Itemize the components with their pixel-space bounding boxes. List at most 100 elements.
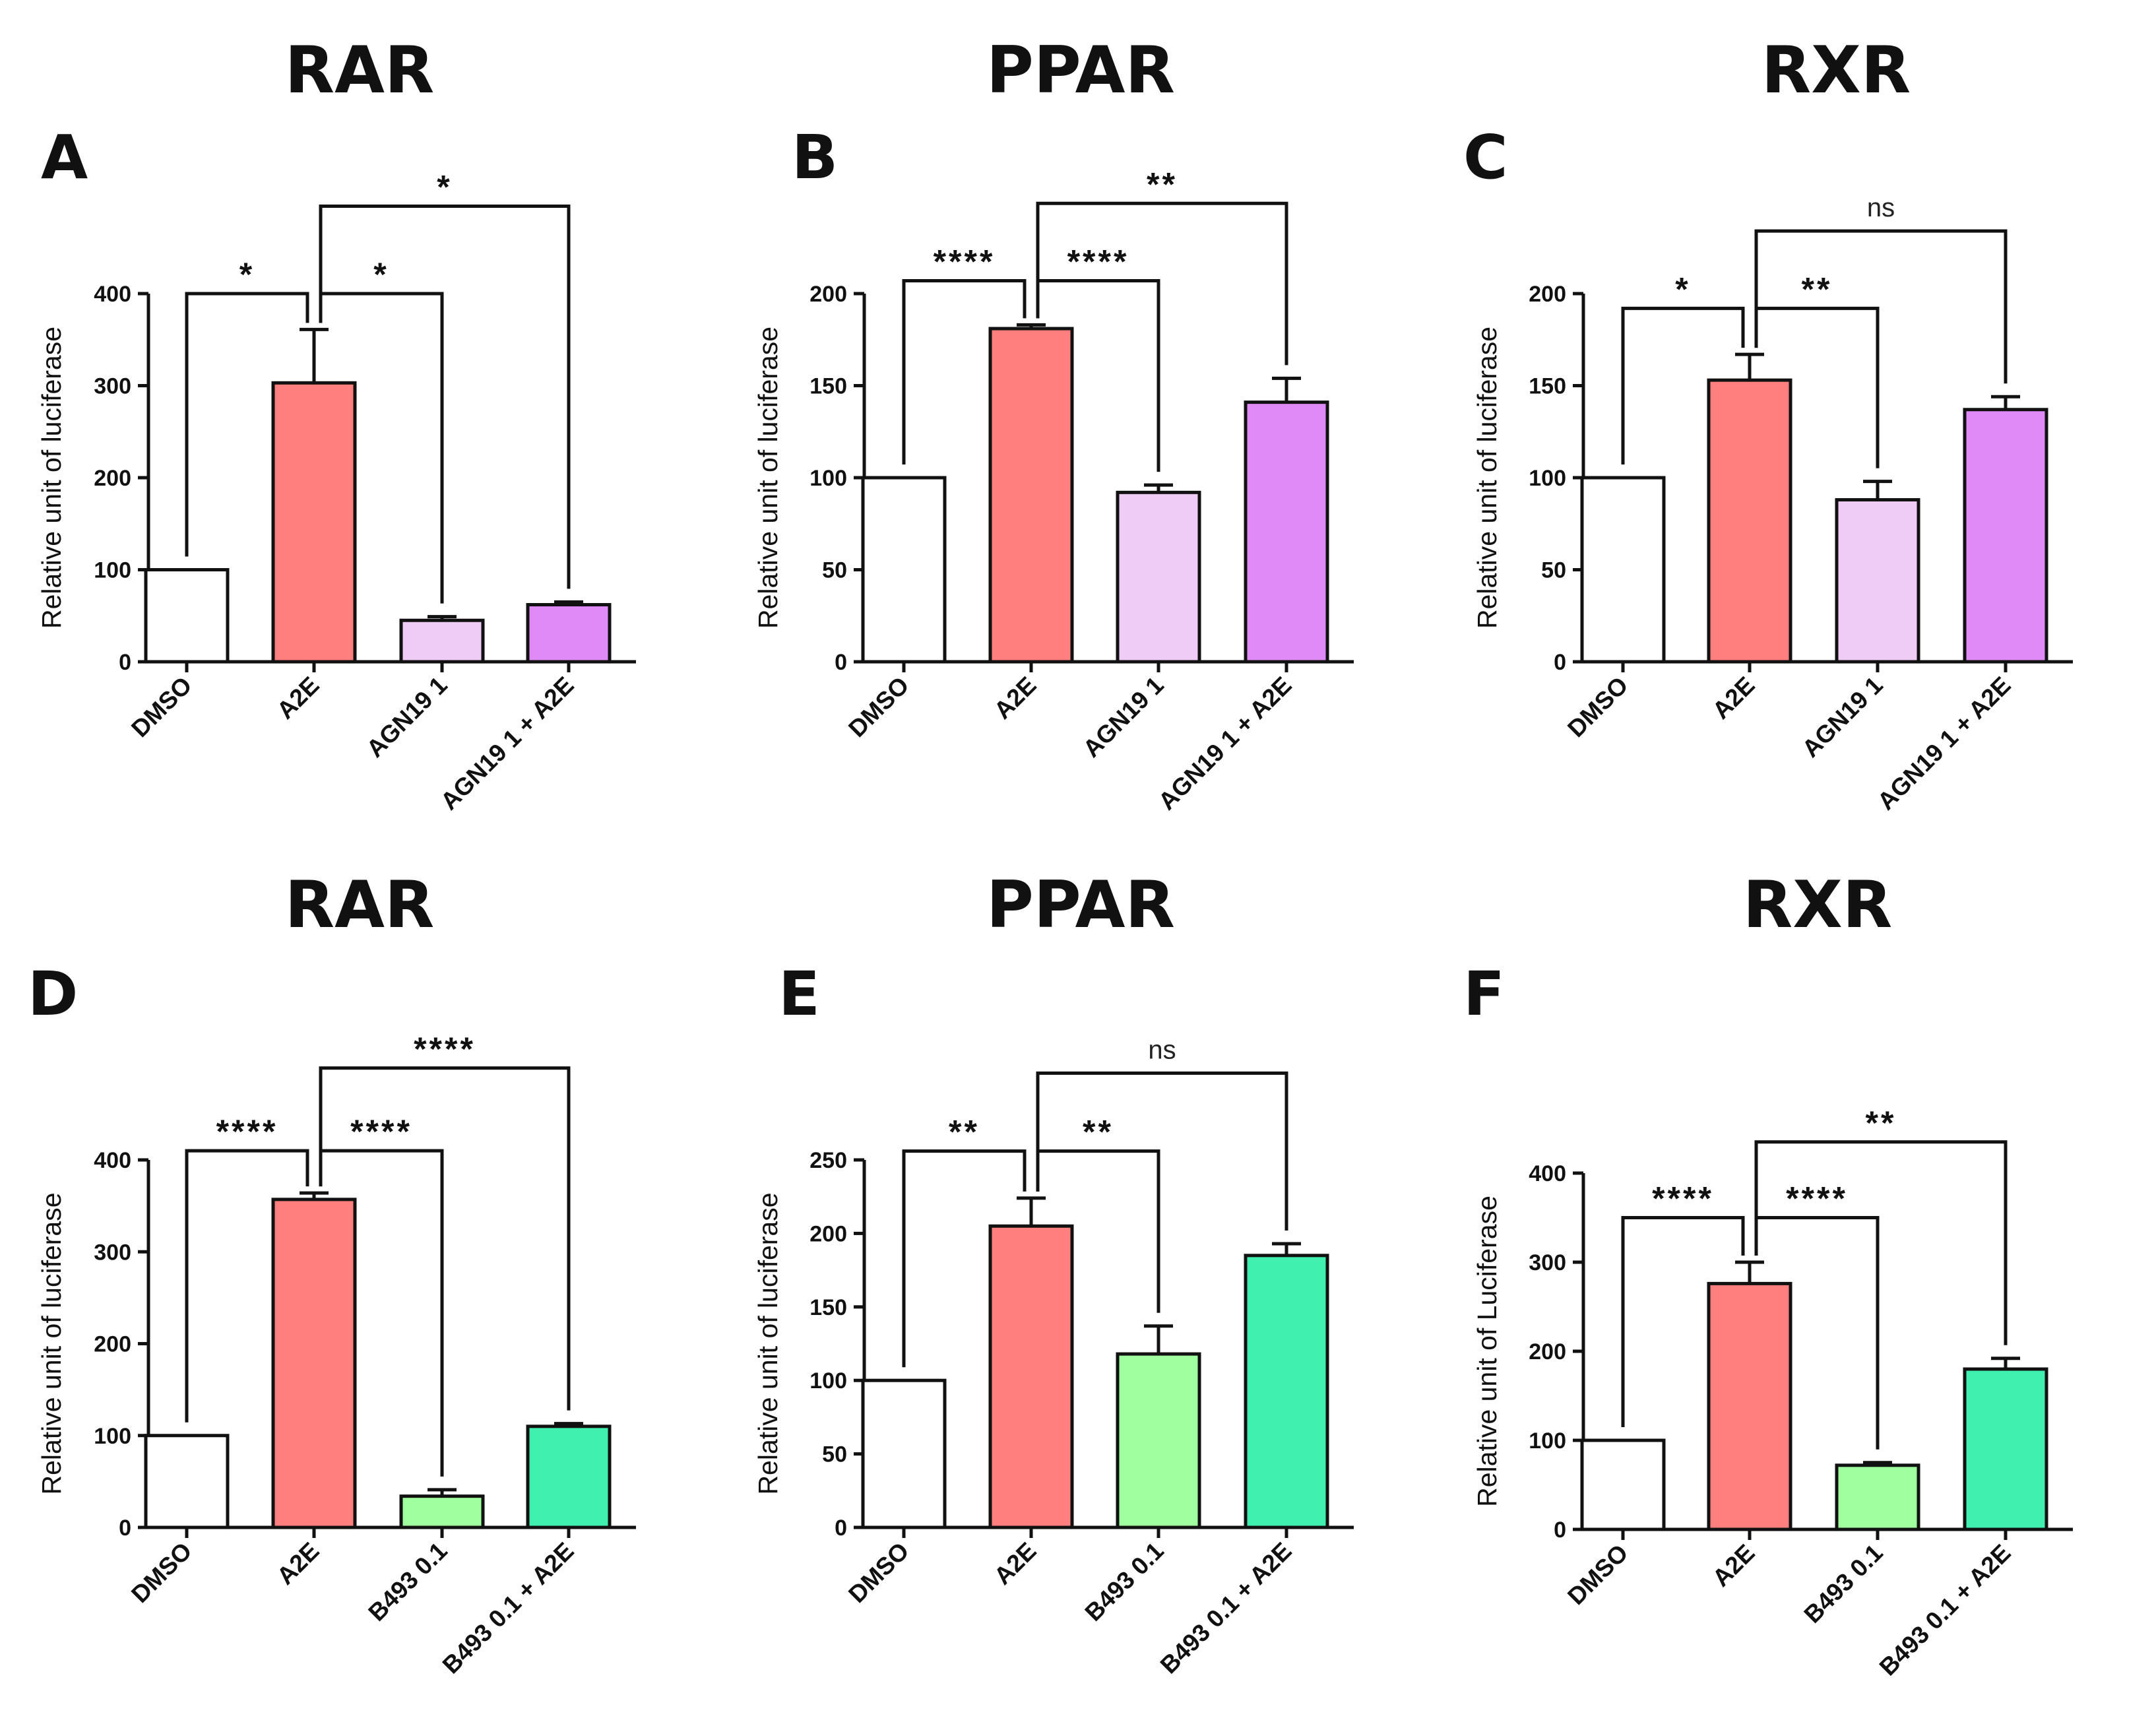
y-axis-label: Relative unit of luciferase [1472, 327, 1502, 629]
bar-agn19-1 [399, 618, 485, 664]
x-tick-label: A2E [1707, 672, 1760, 724]
y-tick-label: 400 [1529, 1161, 1566, 1186]
significance-label: ** [1147, 166, 1178, 203]
x-tick-label: AGN19 1 [362, 672, 453, 763]
x-tick-label: DMSO [1562, 1539, 1633, 1610]
significance-bracket [185, 1149, 309, 1423]
x-tick-label: DMSO [843, 672, 914, 742]
significance-bracket [1036, 201, 1288, 366]
y-tick-label: 100 [1529, 466, 1566, 491]
y-tick-label: 0 [835, 650, 847, 675]
bar-agn19-1-a2e [1963, 408, 2048, 664]
y-axis-label: Relative unit of Luciferase [1472, 1196, 1502, 1507]
panel-title: PPAR [986, 33, 1175, 108]
y-axis-label: Relative unit of luciferase [36, 1192, 67, 1494]
significance-label: ** [949, 1114, 980, 1151]
bar-a2e [988, 1224, 1074, 1529]
significance-label: **** [216, 1113, 278, 1150]
significance-bracket [1621, 1216, 1745, 1427]
y-tick-label: 100 [94, 558, 131, 583]
bar-b493-0-1 [1835, 1463, 1920, 1531]
bar-a2e [1707, 1281, 1792, 1531]
panel-b: PPAR B Relative unit of luciferase 0 50 100 15… [753, 33, 1354, 815]
y-tick-label: 50 [1541, 558, 1566, 583]
bar-dmso [1580, 476, 1666, 664]
bar-b493-0-1-a2e [1963, 1367, 2048, 1531]
panel-a: RAR A Relative unit of luciferase 0 100 200 30… [36, 33, 636, 815]
significance-label: ns [1148, 1036, 1176, 1065]
bar-agn19-1-a2e [1244, 400, 1329, 664]
significance-bracket [1036, 1072, 1288, 1231]
x-tick-label: B493 0.1 + A2E [437, 1537, 579, 1679]
panel-f: RXR F Relative unit of Luciferase 0 100 200 30… [1463, 868, 2073, 1681]
y-tick-label: 100 [809, 466, 847, 491]
y-tick-label: 200 [1529, 1339, 1566, 1364]
significance-label: ns [1867, 193, 1895, 222]
y-tick-label: 200 [94, 1332, 131, 1357]
y-tick-label: 0 [835, 1516, 847, 1541]
bar-dmso [144, 568, 230, 664]
y-tick-label: 400 [94, 282, 131, 307]
x-tick-label: DMSO [843, 1537, 914, 1608]
significance-label: * [437, 168, 452, 205]
bar-dmso [861, 1378, 947, 1529]
y-axis-label: Relative unit of luciferase [753, 327, 783, 629]
x-tick-label: B493 0.1 [1798, 1539, 1887, 1628]
bar-a2e [988, 327, 1074, 664]
bar-a2e [1707, 378, 1792, 664]
significance-label: **** [414, 1031, 476, 1068]
bar-agn19-1 [1835, 497, 1920, 664]
bar-a2e [271, 381, 357, 664]
panel-letter: A [41, 122, 88, 193]
y-tick-label: 400 [94, 1148, 131, 1173]
bar-a2e [271, 1198, 357, 1529]
y-tick-label: 300 [1529, 1250, 1566, 1275]
y-tick-label: 0 [119, 1516, 131, 1541]
panel-c: RXR C Relative unit of luciferase 0 50 100 150… [1463, 33, 2073, 815]
x-tick-label: A2E [989, 672, 1042, 724]
bar-agn19-1-a2e [526, 603, 612, 664]
bar-b493-0-1 [399, 1494, 485, 1529]
bar-b493-0-1-a2e [1244, 1254, 1329, 1529]
panel-letter: D [28, 959, 78, 1029]
bar-b493-0-1-a2e [526, 1424, 612, 1529]
y-tick-label: 150 [809, 1295, 847, 1320]
x-tick-label: B493 0.1 + A2E [1874, 1539, 2016, 1681]
y-tick-label: 300 [94, 374, 131, 399]
y-tick-label: 0 [1554, 1518, 1566, 1543]
panel-title: RAR [285, 868, 435, 943]
significance-bracket [1754, 229, 2008, 384]
x-tick-label: A2E [272, 672, 325, 724]
significance-label: ** [1802, 271, 1833, 307]
bar-b493-0-1 [1116, 1352, 1201, 1529]
y-tick-label: 200 [809, 282, 847, 307]
panel-title: RAR [285, 33, 435, 108]
x-tick-label: AGN19 1 [1797, 672, 1888, 763]
significance-bracket [185, 292, 309, 557]
y-tick-label: 300 [94, 1240, 131, 1265]
y-tick-label: 100 [94, 1424, 131, 1449]
y-axis-label: Relative unit of luciferase [753, 1192, 783, 1494]
x-tick-label: B493 0.1 [363, 1537, 452, 1626]
panels-group: RAR A Relative unit of luciferase 0 100 200 30… [28, 33, 2073, 1681]
panel-letter: C [1463, 122, 1508, 193]
y-axis-label: Relative unit of luciferase [36, 327, 67, 629]
significance-bracket [319, 204, 571, 589]
x-tick-label: A2E [272, 1537, 325, 1590]
significance-bracket [902, 278, 1027, 464]
significance-bracket [902, 1149, 1027, 1368]
x-tick-label: A2E [1707, 1539, 1760, 1592]
y-tick-label: 200 [1529, 282, 1566, 307]
bar-dmso [144, 1434, 230, 1529]
significance-label: **** [1652, 1180, 1714, 1217]
significance-label: ** [1866, 1104, 1897, 1141]
y-tick-label: 150 [809, 374, 847, 399]
bar-agn19-1 [1116, 490, 1201, 664]
significance-label: **** [934, 243, 996, 280]
y-tick-label: 50 [822, 558, 847, 583]
significance-label: **** [1067, 243, 1129, 280]
x-tick-label: AGN19 1 + A2E [1153, 672, 1297, 816]
x-tick-label: DMSO [126, 672, 197, 742]
panel-letter: E [778, 959, 820, 1029]
